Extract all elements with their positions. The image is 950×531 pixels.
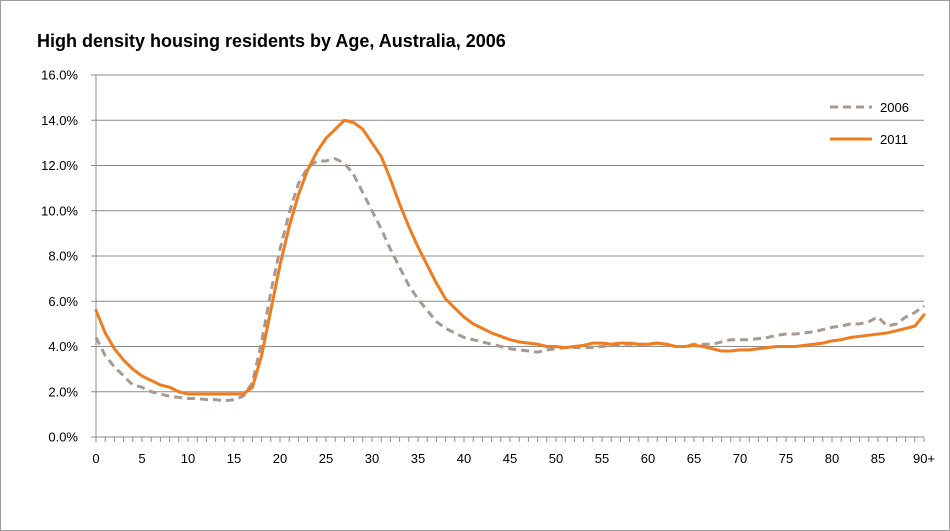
y-axis-tick-labels: 0.0% 2.0% 4.0% 6.0% 8.0% 10.0% 12.0% 14.0% 16.0% <box>41 68 78 445</box>
y-tick-label: 4.0% <box>48 339 78 354</box>
series-lines <box>94 118 926 403</box>
x-tick-label: 35 <box>411 451 425 466</box>
legend-label-2011: 2011 <box>880 132 908 147</box>
x-tick-label: 90+ <box>913 451 935 466</box>
x-tick-label: 45 <box>503 451 517 466</box>
y-tick-label: 8.0% <box>48 249 78 264</box>
series-line-2006 <box>94 157 925 403</box>
y-tick-label: 16.0% <box>41 68 78 83</box>
x-tick-label: 50 <box>549 451 563 466</box>
x-tick-label: 30 <box>365 451 379 466</box>
x-tick-label: 25 <box>319 451 333 466</box>
x-tick-label: 60 <box>641 451 655 466</box>
x-tick-label: 65 <box>687 451 701 466</box>
chart-title: High density housing residents by Age, A… <box>37 31 506 51</box>
y-tick-label: 6.0% <box>48 294 78 309</box>
x-tick-label: 5 <box>138 451 145 466</box>
y-tick-label: 0.0% <box>48 430 78 445</box>
x-axis-tick-labels: 0 5 10 15 20 25 30 35 40 45 50 55 60 65 70 75 80 85 90+ <box>92 451 935 466</box>
x-tick-label: 0 <box>92 451 99 466</box>
x-tick-label: 80 <box>825 451 839 466</box>
y-tick-label: 14.0% <box>41 113 78 128</box>
y-tick-label: 2.0% <box>48 384 78 399</box>
legend-label-2006: 2006 <box>880 100 909 115</box>
gridlines <box>96 74 924 393</box>
y-tick-label: 10.0% <box>41 203 78 218</box>
y-tick-label: 12.0% <box>41 158 78 173</box>
legend: 2006 2011 <box>830 100 909 147</box>
x-tick-label: 20 <box>273 451 287 466</box>
x-tick-label: 70 <box>733 451 747 466</box>
x-tick-label: 75 <box>779 451 793 466</box>
x-tick-label: 15 <box>227 451 241 466</box>
x-tick-label: 40 <box>457 451 471 466</box>
series-line-2011 <box>94 118 926 396</box>
x-tick-label: 85 <box>871 451 885 466</box>
x-tick-label: 55 <box>595 451 609 466</box>
x-tick-label: 10 <box>181 451 195 466</box>
axes <box>91 74 925 442</box>
